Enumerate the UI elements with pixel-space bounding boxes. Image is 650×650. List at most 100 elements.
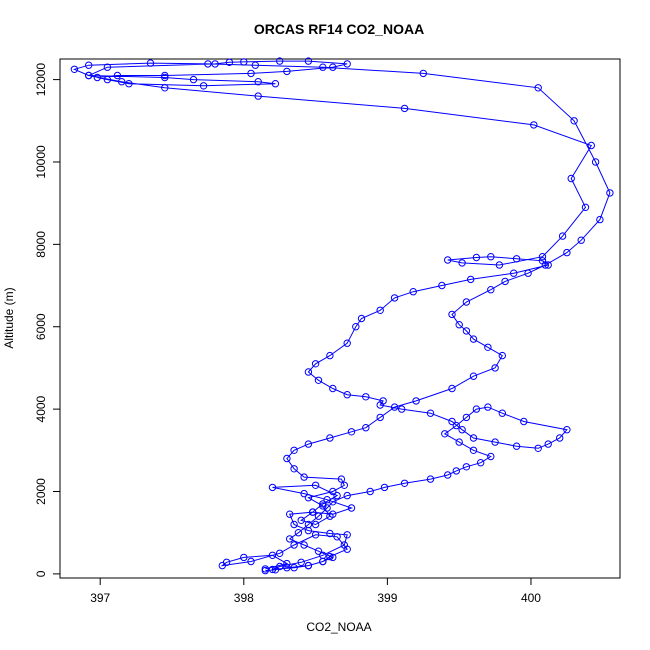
data-point xyxy=(469,335,478,343)
data-point xyxy=(469,372,478,380)
data-point xyxy=(376,306,384,314)
y-axis-label: Altitude (m) xyxy=(2,287,16,348)
data-point xyxy=(347,428,356,436)
data-point xyxy=(304,368,313,376)
data-point xyxy=(283,559,291,568)
data-point xyxy=(329,487,337,496)
data-point xyxy=(290,541,298,549)
data-point xyxy=(300,473,308,481)
data-point xyxy=(362,424,370,432)
data-point xyxy=(300,541,308,549)
y-tick-label: 8000 xyxy=(34,231,48,258)
data-point xyxy=(412,397,420,405)
data-point xyxy=(484,403,492,411)
data-point xyxy=(491,364,499,372)
data-point xyxy=(304,440,313,448)
data-point xyxy=(577,236,585,244)
data-point xyxy=(225,58,234,66)
data-point xyxy=(458,426,466,434)
data-point xyxy=(251,61,260,69)
data-point xyxy=(448,384,456,393)
data-point xyxy=(462,327,471,335)
data-point xyxy=(304,57,313,65)
data-point xyxy=(290,446,298,454)
data-point xyxy=(268,483,277,492)
data-point xyxy=(534,444,542,452)
data-point xyxy=(283,67,291,76)
series-line xyxy=(72,60,611,572)
data-point xyxy=(467,275,475,284)
data-point xyxy=(343,60,351,68)
data-point xyxy=(409,288,417,296)
data-point xyxy=(290,520,298,529)
data-point xyxy=(319,502,327,510)
y-tick-label: 10000 xyxy=(34,145,48,179)
data-point xyxy=(314,376,323,384)
x-tick-label: 398 xyxy=(234,591,254,605)
data-point xyxy=(444,471,452,479)
data-point xyxy=(400,479,409,487)
data-point xyxy=(581,203,590,212)
data-point xyxy=(189,75,198,84)
data-point xyxy=(448,417,456,426)
data-point xyxy=(426,475,435,483)
data-point xyxy=(438,281,446,290)
data-point xyxy=(204,60,212,68)
data-point xyxy=(524,269,532,277)
data-point xyxy=(326,434,334,442)
data-point xyxy=(254,92,262,100)
data-point xyxy=(390,403,399,411)
data-point xyxy=(520,417,528,426)
data-point xyxy=(398,405,406,413)
data-point xyxy=(458,259,466,267)
data-point xyxy=(544,440,552,448)
data-point xyxy=(452,467,460,475)
data-point xyxy=(118,78,126,86)
data-point xyxy=(276,549,284,557)
data-point xyxy=(261,566,269,575)
data-point xyxy=(93,73,102,82)
data-point xyxy=(390,294,399,302)
data-point xyxy=(530,121,538,129)
data-point xyxy=(512,442,521,450)
data-point xyxy=(347,504,356,512)
data-point xyxy=(563,248,571,257)
data-point xyxy=(161,73,169,82)
data-point xyxy=(311,360,320,368)
data-point xyxy=(444,256,452,264)
data-point xyxy=(199,82,208,90)
y-tick-label: 6000 xyxy=(34,313,48,340)
data-point xyxy=(268,551,277,559)
data-point xyxy=(567,174,575,183)
data-point xyxy=(487,286,495,294)
data-point xyxy=(469,434,478,442)
data-point xyxy=(146,59,155,67)
data-point xyxy=(304,494,313,502)
data-point xyxy=(544,261,552,269)
data-point xyxy=(329,384,337,393)
x-axis-label: CO2_NOAA xyxy=(306,620,371,634)
data-point xyxy=(161,84,169,92)
y-axis: 0 2000 4000 6000 8000 10000 12000 xyxy=(34,63,60,577)
data-point xyxy=(271,80,280,88)
data-point xyxy=(329,553,337,562)
y-tick-label: 12000 xyxy=(34,63,48,97)
y-tick-label: 4000 xyxy=(34,395,48,422)
data-point xyxy=(329,63,337,71)
data-point xyxy=(570,117,578,125)
data-point xyxy=(587,141,595,150)
data-point xyxy=(337,475,346,483)
data-point xyxy=(558,232,567,240)
data-point xyxy=(452,421,460,430)
data-point xyxy=(311,481,320,489)
data-point xyxy=(343,391,351,399)
data-point xyxy=(85,61,93,69)
data-point xyxy=(283,564,291,572)
data-point xyxy=(462,413,471,422)
data-point xyxy=(419,69,427,78)
data-point xyxy=(319,500,327,508)
y-tick-label: 0 xyxy=(34,570,48,577)
data-point xyxy=(462,463,471,471)
data-point xyxy=(286,510,294,518)
data-point xyxy=(538,253,547,261)
